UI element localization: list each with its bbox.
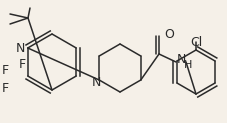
Text: F: F <box>18 59 25 71</box>
Text: N: N <box>176 53 185 66</box>
Text: N: N <box>16 41 25 54</box>
Text: H: H <box>183 60 192 70</box>
Text: Cl: Cl <box>189 36 201 49</box>
Text: F: F <box>1 83 9 95</box>
Text: O: O <box>163 28 173 40</box>
Text: N: N <box>91 76 101 89</box>
Text: F: F <box>1 64 9 77</box>
